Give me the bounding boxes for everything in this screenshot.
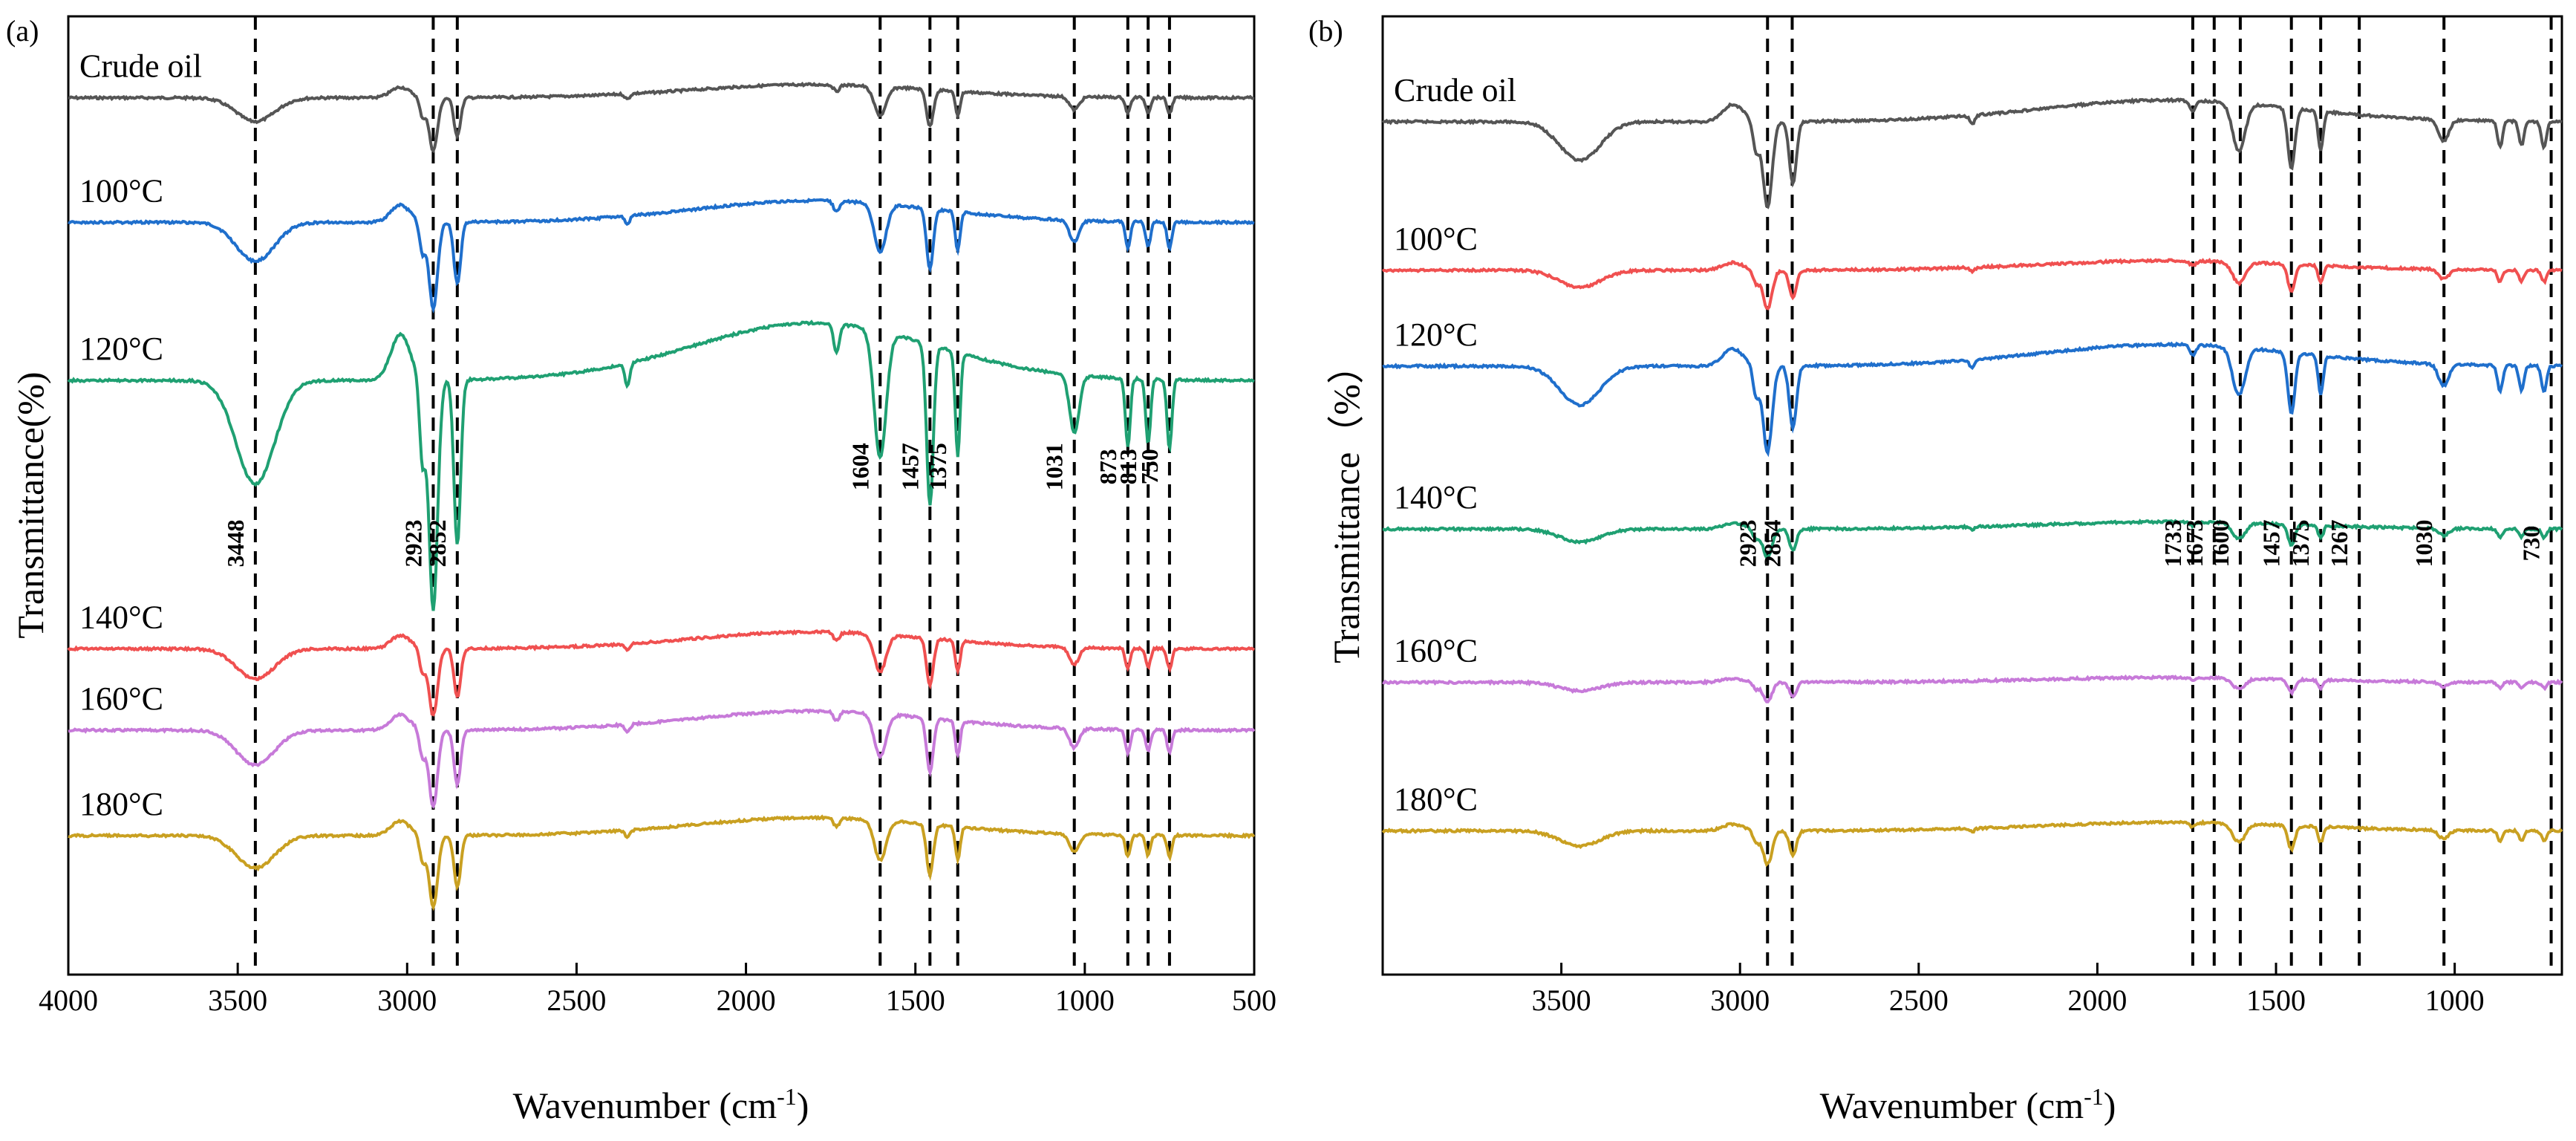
panel-b-x-axis-title: Wavenumber (cm-1) xyxy=(1820,1083,2116,1126)
panel-b-plot: 3500 3000 2500 2000 1500 1000 Crude oil 100°C 12… xyxy=(1381,15,2563,1017)
panel-b-xlabel-suffix: ) xyxy=(2104,1085,2116,1126)
peak-label: 2852 xyxy=(424,520,451,568)
panel-b-y-axis-title: Transmittance（%） xyxy=(1326,347,1367,663)
series-line xyxy=(1381,97,2563,209)
peak-label: 1600 xyxy=(2207,520,2234,568)
x-tick-label: 1500 xyxy=(886,984,945,1017)
plot-frame xyxy=(67,15,1256,976)
series-label: 120°C xyxy=(79,331,163,367)
panel-b-label: (b) xyxy=(1308,14,1343,48)
x-tick-label: 4000 xyxy=(39,984,98,1017)
series-line xyxy=(1382,519,2563,560)
series-line xyxy=(68,198,1255,314)
x-tick-label: 2500 xyxy=(1889,984,1949,1017)
x-tick-label: 3000 xyxy=(1710,984,1770,1017)
series-line xyxy=(1382,674,2563,703)
panel-a-plot: 4000 3500 3000 2500 2000 1500 1000 500 Crude oil… xyxy=(39,15,1276,1017)
peak-label: 1030 xyxy=(2410,520,2437,568)
peak-label: 750 xyxy=(1136,449,1163,484)
series-line xyxy=(68,814,1256,911)
peak-label: 1267 xyxy=(2326,520,2352,568)
panel-a-xlabel-suffix: ) xyxy=(797,1085,809,1126)
series-label: 120°C xyxy=(1394,316,1478,353)
peak-label: 1457 xyxy=(2258,520,2285,568)
panel-b-xlabel-sup: -1 xyxy=(2084,1083,2104,1110)
panel-a-y-axis-title: Transmittance(%) xyxy=(10,371,51,638)
x-tick-label: 2000 xyxy=(717,984,776,1017)
x-tick-label: 500 xyxy=(1232,984,1276,1017)
plot-frame xyxy=(1381,15,2563,976)
x-tick-label: 1500 xyxy=(2246,984,2306,1017)
panel-b-xlabel-main: Wavenumber (cm xyxy=(1820,1085,2084,1126)
x-tick-label: 3500 xyxy=(1532,984,1591,1017)
peak-label: 873 xyxy=(1095,449,1121,484)
series-line xyxy=(1382,341,2563,458)
series-label: 100°C xyxy=(1394,221,1478,257)
peak-label: 2854 xyxy=(1758,520,1785,568)
peak-label: 2923 xyxy=(400,520,426,568)
peak-label: 1031 xyxy=(1041,443,1068,490)
panel-a-x-axis-title: Wavenumber (cm-1) xyxy=(513,1083,809,1126)
series-line xyxy=(1381,819,2563,868)
series-line xyxy=(67,628,1256,717)
series-label: 100°C xyxy=(79,172,163,209)
series-label: Crude oil xyxy=(1394,72,1516,108)
panel-a-label: (a) xyxy=(6,14,39,48)
series-label: 180°C xyxy=(79,786,163,822)
peak-label: 1375 xyxy=(925,443,951,490)
x-tick-label: 2000 xyxy=(2067,984,2127,1017)
series-label: Crude oil xyxy=(79,48,202,85)
series-label: 160°C xyxy=(79,680,163,717)
x-tick-label: 1000 xyxy=(2425,984,2485,1017)
panel-a-xlabel-sup: -1 xyxy=(777,1083,797,1110)
series-label: 140°C xyxy=(1394,479,1478,516)
series-line xyxy=(1381,257,2563,311)
x-tick-label: 3500 xyxy=(208,984,267,1017)
peak-label: 730 xyxy=(2518,526,2545,562)
panel-a-xlabel-main: Wavenumber (cm xyxy=(513,1085,777,1126)
peak-label: 2923 xyxy=(1734,520,1761,568)
peak-label: 1733 xyxy=(2159,520,2186,568)
x-tick-label: 1000 xyxy=(1055,984,1115,1017)
peak-label: 1457 xyxy=(896,443,923,490)
x-tick-label: 3000 xyxy=(377,984,437,1017)
series-label: 160°C xyxy=(1394,633,1478,669)
series-line xyxy=(68,82,1255,154)
peak-label: 813 xyxy=(1115,449,1141,484)
peak-label: 1604 xyxy=(847,443,873,490)
peak-label: 1375 xyxy=(2287,520,2314,568)
series-label: 180°C xyxy=(1394,781,1478,818)
peak-label: 1673 xyxy=(2181,520,2208,568)
series-line xyxy=(68,708,1256,810)
peak-label: 3448 xyxy=(222,520,249,568)
series-label: 140°C xyxy=(79,599,163,635)
series-line xyxy=(67,319,1255,611)
x-tick-label: 2500 xyxy=(547,984,606,1017)
